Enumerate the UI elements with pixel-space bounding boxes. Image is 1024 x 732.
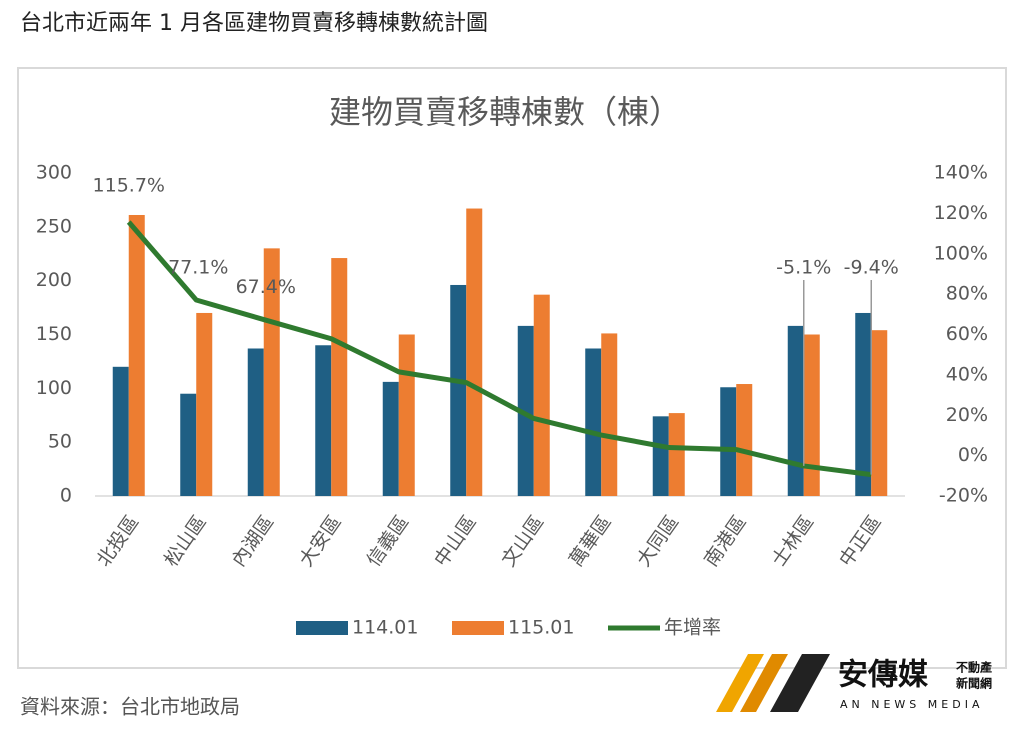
legend-swatch <box>452 621 504 635</box>
bar <box>382 381 399 496</box>
bar <box>787 325 804 496</box>
y-tick-label: 200 <box>36 269 72 291</box>
data-label: -9.4% <box>844 257 899 279</box>
bar <box>871 330 888 496</box>
data-label: 67.4% <box>236 276 296 298</box>
legend-label: 年增率 <box>664 617 721 639</box>
y-tick-label: 50 <box>48 431 72 453</box>
line <box>126 220 872 478</box>
bar <box>517 325 534 496</box>
bar <box>398 334 415 496</box>
y-tick-label: 250 <box>36 215 72 237</box>
bar <box>652 416 669 496</box>
logo-tagline: 不動產 <box>956 660 992 675</box>
logo-mark <box>740 654 788 712</box>
bar <box>180 393 197 496</box>
bar <box>668 413 685 496</box>
y2-tick-label: 100% <box>934 242 988 264</box>
y2-tick-label: -20% <box>939 485 988 507</box>
bar <box>601 333 618 496</box>
bar <box>331 258 348 496</box>
bar <box>720 387 737 496</box>
bar <box>315 345 332 496</box>
bar <box>855 312 872 496</box>
y2-tick-label: 40% <box>946 363 988 385</box>
y-tick-label: 0 <box>60 485 72 507</box>
bar <box>450 284 467 496</box>
y2-tick-label: 0% <box>958 444 988 466</box>
data-label: 115.7% <box>93 175 165 197</box>
bar <box>803 334 820 496</box>
page-title: 台北市近兩年 1 月各區建物買賣移轉棟數統計圖 <box>20 11 488 36</box>
legend-label: 114.01 <box>352 617 418 639</box>
source: 資料來源：台北市地政局 <box>20 695 240 719</box>
data-label: 77.1% <box>168 256 228 278</box>
chart-frame <box>17 67 1007 669</box>
y2-tick-label: 120% <box>934 202 988 224</box>
logo-mark <box>770 654 830 712</box>
bar <box>466 208 483 496</box>
y-tick-label: 300 <box>36 162 72 184</box>
bar <box>585 348 602 496</box>
logo-tagline: 新聞網 <box>956 676 992 691</box>
legend-label: 115.01 <box>508 617 574 639</box>
y2-tick-label: 60% <box>946 323 988 345</box>
bar <box>263 248 280 496</box>
bar <box>196 312 213 496</box>
bar <box>128 214 145 497</box>
bar <box>736 384 753 496</box>
logo-name: 安傳媒 <box>838 658 929 693</box>
bar <box>112 366 129 496</box>
logo-mark <box>716 654 764 712</box>
y2-tick-label: 140% <box>934 162 988 184</box>
legend-swatch <box>296 621 348 635</box>
y-tick-label: 150 <box>36 323 72 345</box>
y2-tick-label: 80% <box>946 283 988 305</box>
y-tick-label: 100 <box>36 377 72 399</box>
y2-tick-label: 20% <box>946 404 988 426</box>
chart-title: 建物買賣移轉棟數（棟） <box>329 93 681 131</box>
logo: 安傳媒 不動產 新聞網 AN NEWS MEDIA <box>716 654 992 712</box>
bar <box>247 348 264 496</box>
logo-english: AN NEWS MEDIA <box>840 698 983 711</box>
bar <box>533 294 550 496</box>
data-label: -5.1% <box>776 257 831 279</box>
